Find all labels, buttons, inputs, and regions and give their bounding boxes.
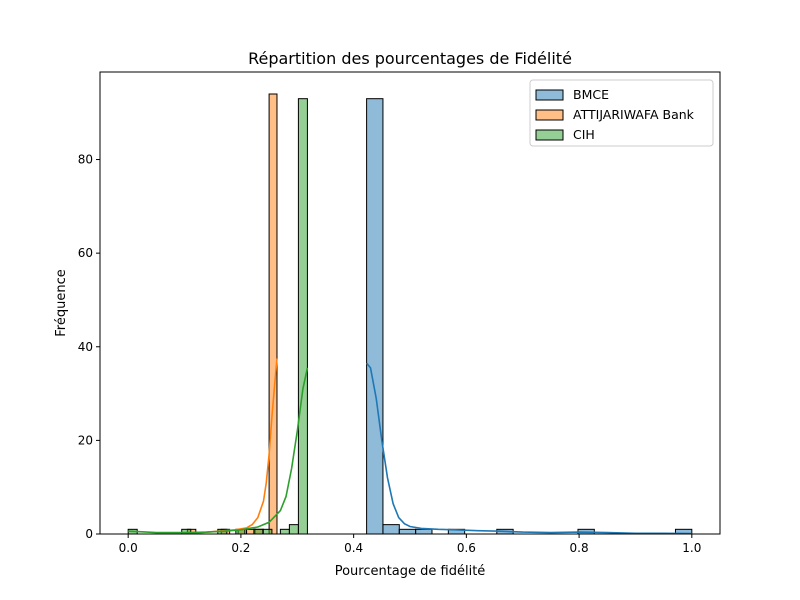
- histogram-bar-1: [268, 93, 278, 535]
- axes: 0.0 0.2 0.4 0.6 0.8 1.0 0 20 40 60 80: [78, 153, 702, 555]
- legend-swatch: [535, 89, 564, 101]
- legend-swatch: [535, 109, 564, 121]
- legend-box: [529, 79, 714, 147]
- axes-frame: [99, 71, 721, 535]
- y-tick-label: 0: [85, 527, 93, 541]
- y-tick-label: 40: [78, 340, 93, 354]
- histogram-bar-0: [415, 528, 433, 535]
- kde-line-0: [365, 362, 692, 535]
- histogram-bar-2: [279, 528, 290, 535]
- x-tick-label: 0.6: [457, 541, 476, 555]
- kde-line-2: [128, 367, 309, 534]
- y-tick-label: 60: [78, 246, 93, 260]
- x-tick-label: 1.0: [682, 541, 701, 555]
- histogram-bar-2: [262, 528, 273, 535]
- chart-title: Répartition des pourcentages de Fidélité: [248, 49, 572, 68]
- histogram-bar-0: [382, 524, 400, 535]
- x-tick-label: 0.0: [119, 541, 138, 555]
- y-axis-label: Fréquence: [54, 269, 69, 336]
- histogram-bar-0: [398, 528, 417, 535]
- x-tick-label: 0.8: [570, 541, 589, 555]
- y-tick-label: 80: [78, 153, 93, 167]
- histogram-bar-2: [288, 524, 299, 535]
- y-tick-label: 20: [78, 433, 93, 447]
- legend-label: CIH: [573, 127, 595, 142]
- legend-swatch: [535, 129, 564, 141]
- x-axis-label: Pourcentage de fidélité: [335, 564, 486, 579]
- plot-area: [127, 93, 693, 535]
- legend-label: BMCE: [573, 87, 609, 102]
- x-tick-label: 0.4: [344, 541, 363, 555]
- histogram-bar-2: [253, 528, 264, 535]
- histogram-bar-0: [366, 98, 384, 535]
- histogram-bar-2: [297, 98, 308, 535]
- legend-label: ATTIJARIWAFA Bank: [573, 107, 695, 122]
- legend: BMCE ATTIJARIWAFA Bank CIH: [529, 79, 714, 147]
- x-tick-label: 0.2: [231, 541, 250, 555]
